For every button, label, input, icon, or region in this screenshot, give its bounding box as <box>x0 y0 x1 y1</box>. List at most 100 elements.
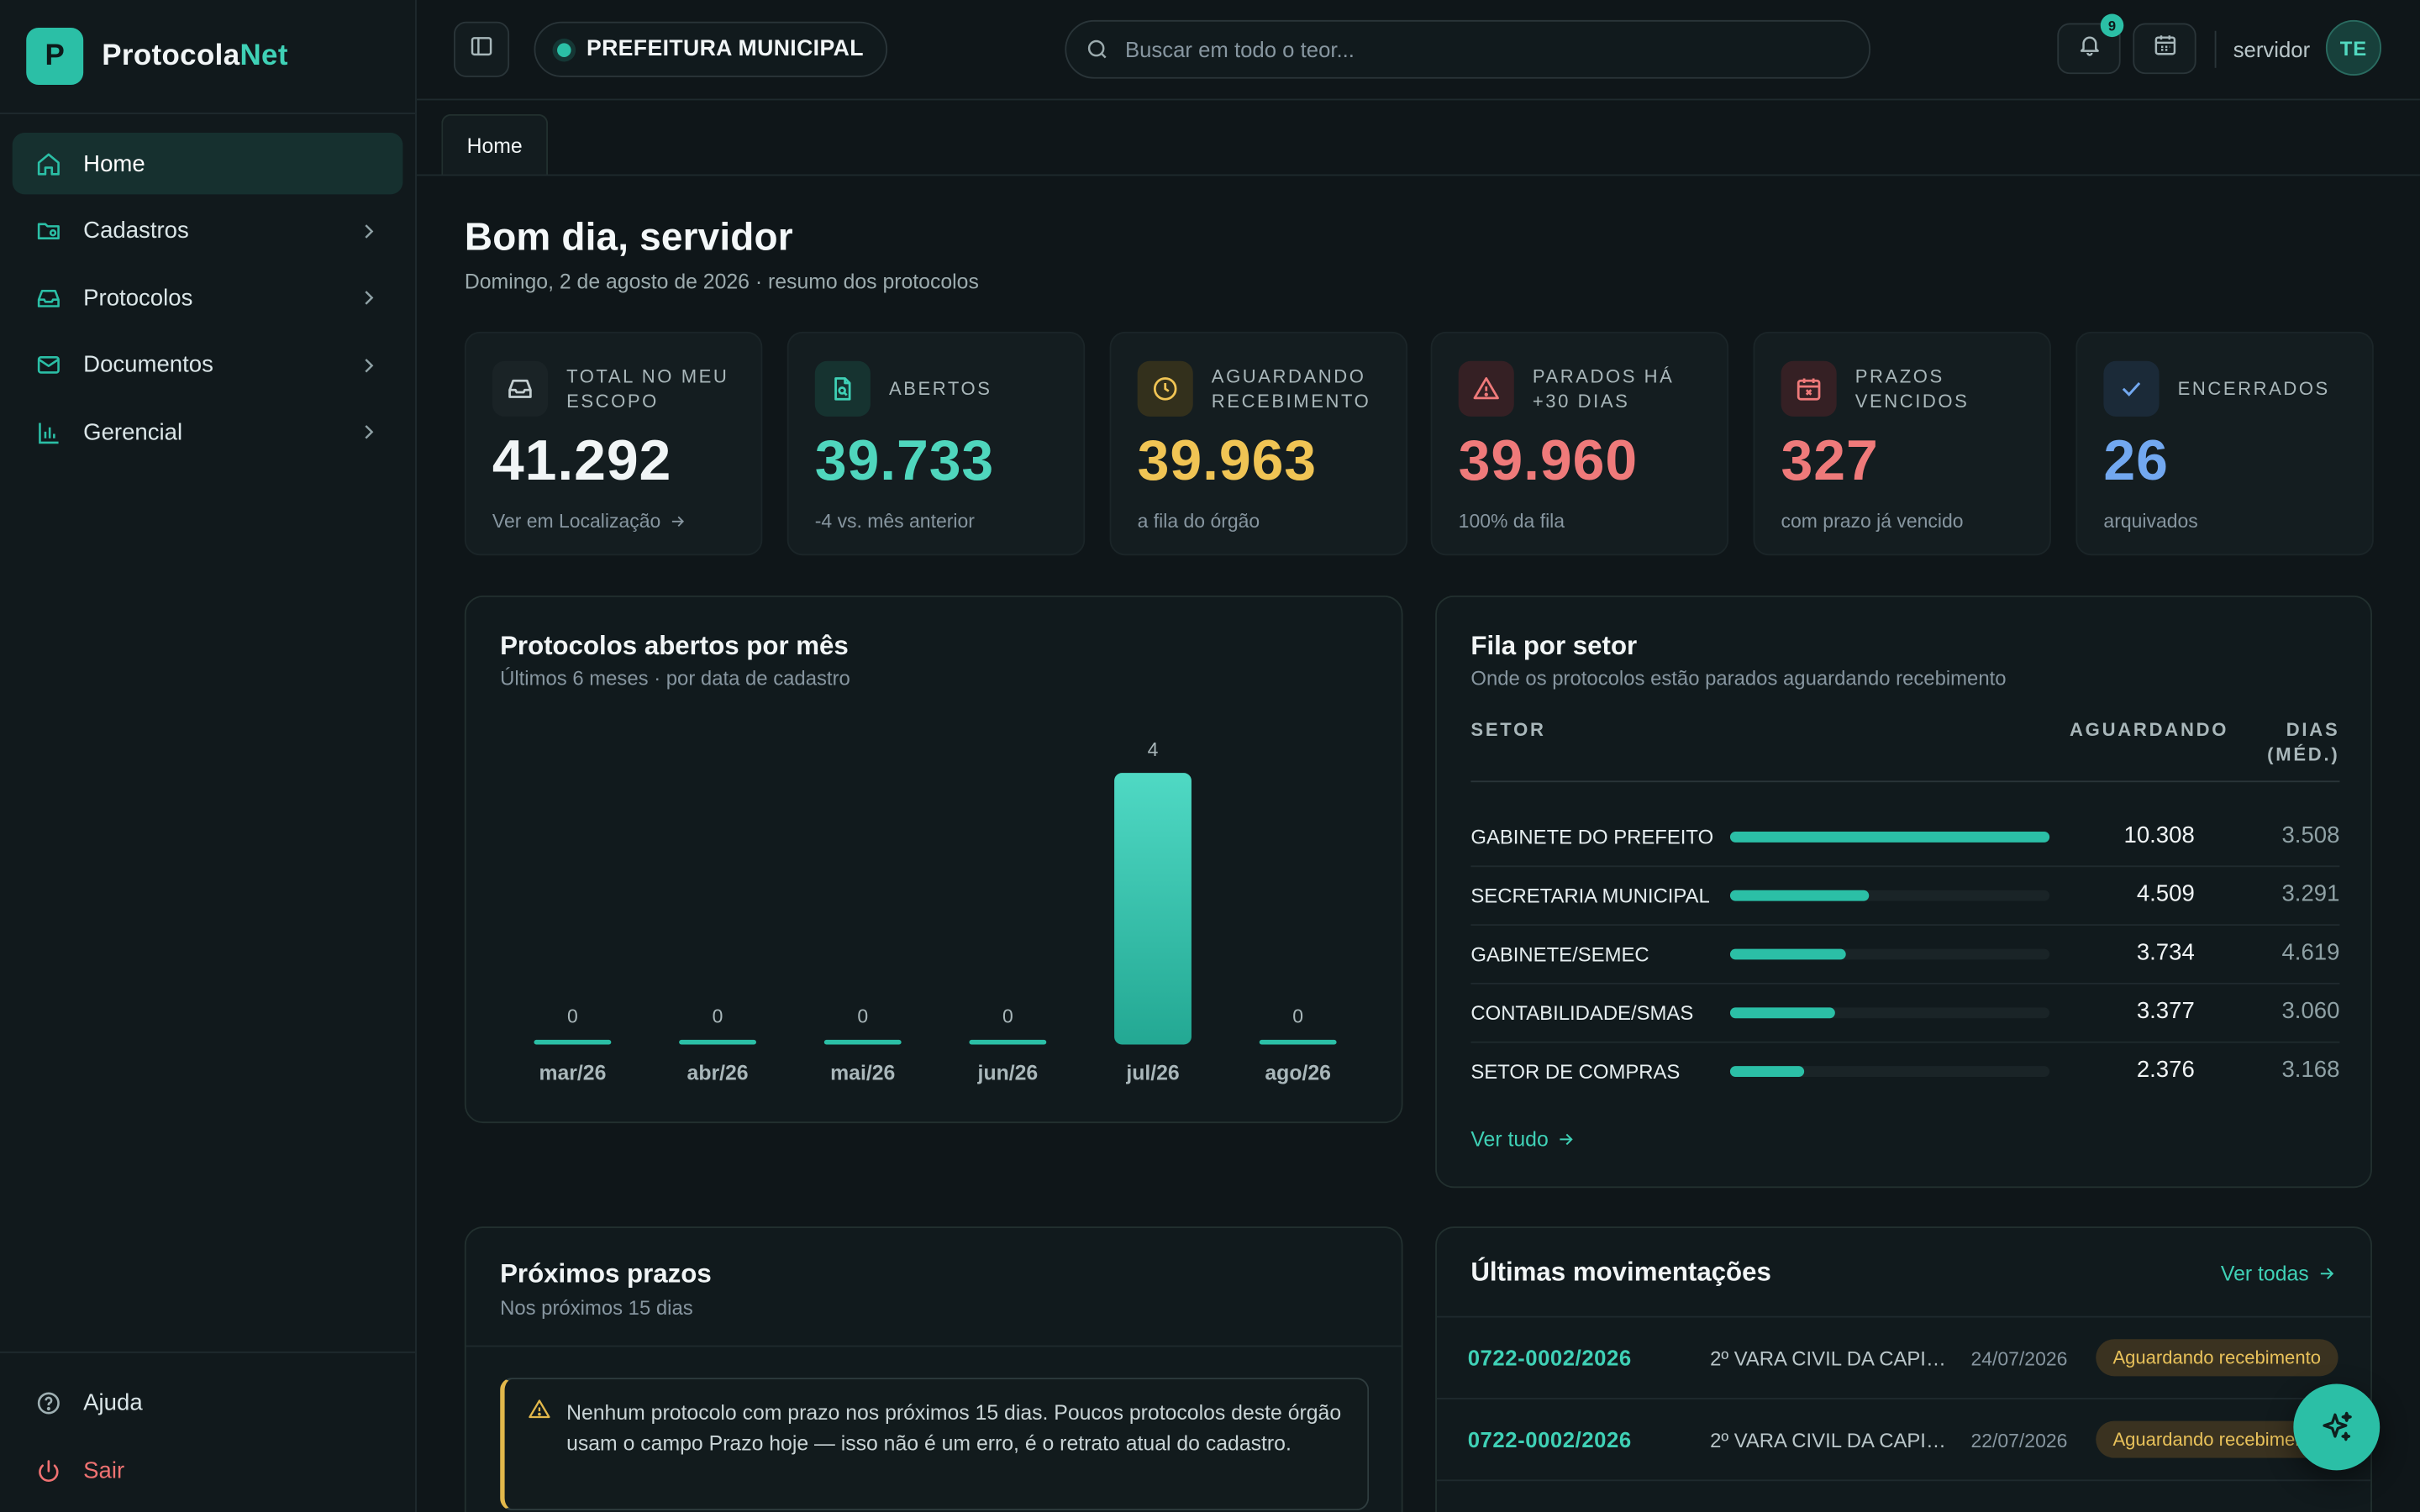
protocol-number[interactable]: 0722-0002/2026 <box>1467 1426 1632 1452</box>
user-name[interactable]: servidor <box>2233 37 2311 62</box>
table-row[interactable]: SETOR DE COMPRAS 2.376 3.168 <box>1470 1042 2339 1100</box>
table-row[interactable]: GABINETE/SEMEC 3.734 4.619 <box>1470 924 2340 984</box>
sidebar-footer: Ajuda Sair <box>0 1351 416 1508</box>
warning-icon <box>528 1398 551 1429</box>
chart-bar-jul/26[interactable] <box>1114 773 1192 1045</box>
sidebar-item-gerencial[interactable]: Gerencial <box>13 402 403 463</box>
queue-card: Fila por setor Onde os protocolos estão … <box>1435 595 2373 1189</box>
view-all-movements-link[interactable]: Ver todas <box>2221 1262 2337 1285</box>
table-row[interactable]: GABINETE DO PREFEITO 10.308 3.508 <box>1470 807 2340 868</box>
movement-org: 2º VARA CIVIL DA CAPITAL <box>1710 1347 1949 1370</box>
table-row[interactable]: CONTABILIDADE/SMAS 3.377 3.060 <box>1470 983 2340 1043</box>
calendar-button[interactable] <box>2133 23 2196 75</box>
kpi-link[interactable]: Ver em Localização <box>492 511 687 533</box>
kpi-value: 327 <box>1781 428 1879 492</box>
sidebar-item-label: Protocolos <box>83 285 193 312</box>
protocol-number[interactable]: 0722-0002/2026 <box>1467 1345 1632 1370</box>
assistant-fab-button[interactable] <box>2293 1383 2381 1471</box>
notifications-button[interactable]: 9 <box>2057 13 2124 75</box>
table-row[interactable]: SECRETARIA MUNICIPAL 4.509 3.291 <box>1470 865 2340 927</box>
sidebar-item-documentos[interactable]: Documentos <box>13 334 403 396</box>
chart-bar-mai/26[interactable] <box>823 1039 902 1045</box>
movement-org: 2º VARA CIVIL DA CAPITAL <box>1710 1428 1949 1452</box>
aguardando-value: 4.509 <box>2136 880 2195 907</box>
sidebar-item-cadastros[interactable]: Cadastros <box>13 200 403 261</box>
sidebar-toggle-button[interactable] <box>453 21 510 77</box>
topbar: PREFEITURA MUNICIPAL 9 servidor TE <box>416 0 2420 101</box>
chart-data-label: 4 <box>1148 738 1159 760</box>
avatar[interactable]: TE <box>2325 19 2382 76</box>
progress-track <box>1729 1007 2050 1019</box>
chart-bar-abr/26[interactable] <box>679 1039 756 1045</box>
kpi-card-encerrados[interactable]: ENCERRADOS 26 arquivados <box>2075 331 2374 556</box>
progress-track <box>1729 890 2050 901</box>
notification-badge: 9 <box>2100 13 2124 38</box>
clock-icon <box>1137 360 1193 417</box>
kpi-sub: 100% da fila <box>1458 510 1565 533</box>
sidebar-nav: Home Cadastros Protocolos Documentos Ger… <box>0 114 415 464</box>
brand-logo: P <box>26 28 84 86</box>
progress-fill <box>1729 948 1846 960</box>
check-icon <box>2103 360 2160 417</box>
chart-tick-label: ago/26 <box>1265 1063 1331 1085</box>
kpi-card-total[interactable]: TOTAL NO MEU ESCOPO 41.292 Ver em Locali… <box>464 331 763 556</box>
brand-name-main: Protocola <box>102 39 240 72</box>
dias-value: 3.508 <box>2281 822 2340 849</box>
search-input[interactable] <box>1122 35 1807 64</box>
alert-icon <box>1458 360 1514 417</box>
kpi-sub: com prazo já vencido <box>1781 510 1964 533</box>
sidebar-item-label: Documentos <box>83 352 213 379</box>
movement-row[interactable] <box>1436 1479 2371 1512</box>
movement-row[interactable]: 0722-0002/2026 2º VARA CIVIL DA CAPITAL … <box>1436 1398 2371 1481</box>
sidebar-item-help[interactable]: Ajuda <box>13 1372 403 1433</box>
page-subtitle: Domingo, 2 de agosto de 2026 · resumo do… <box>464 270 979 293</box>
kpi-label: PARADOS HÁ +30 DIAS <box>1532 365 1675 412</box>
aguardando-value: 2.376 <box>2136 1057 2195 1084</box>
chart-bar-jun/26[interactable] <box>969 1039 1047 1045</box>
brand[interactable]: P ProtocolaNet <box>0 0 416 114</box>
movement-row[interactable]: 0722-0002/2026 2º VARA CIVIL DA CAPITAL … <box>1436 1315 2371 1399</box>
sector-name: GABINETE DO PREFEITO <box>1470 825 1714 849</box>
sidebar-item-label: Home <box>83 150 145 177</box>
divider <box>466 1345 1402 1347</box>
sidebar-item-label: Ajuda <box>83 1389 143 1416</box>
sector-name: GABINETE/SEMEC <box>1470 942 1649 966</box>
kpi-label: ABERTOS <box>888 377 992 400</box>
sector-name: SETOR DE COMPRAS <box>1470 1059 1681 1084</box>
arrow-right-icon <box>1556 1129 1576 1149</box>
progress-fill <box>1729 890 1870 901</box>
sidebar-item-logout[interactable]: Sair <box>13 1440 403 1501</box>
chart-bar-ago/26[interactable] <box>1259 1039 1337 1045</box>
sidebar-item-home[interactable]: Home <box>12 132 403 195</box>
chart-data-label: 0 <box>1292 1005 1303 1027</box>
progress-fill <box>1729 1007 1835 1019</box>
bar-chart: 0 mar/26 0 abr/26 0 mai/26 0 jun/26 4 jul/26 0 ago/… <box>534 738 1337 1085</box>
org-selector[interactable]: PREFEITURA MUNICIPAL <box>534 21 887 77</box>
sidebar-item-protocolos[interactable]: Protocolos <box>13 267 403 328</box>
card-title: Protocolos abertos por mês <box>500 631 849 661</box>
kpi-card-prazos[interactable]: PRAZOS VENCIDOS 327 com prazo já vencido <box>1753 331 2051 556</box>
mail-icon <box>34 351 61 379</box>
chart-tick-label: mar/26 <box>539 1063 606 1085</box>
kpi-card-parados[interactable]: PARADOS HÁ +30 DIAS 39.960 100% da fila <box>1430 331 1729 556</box>
sector-name: SECRETARIA MUNICIPAL <box>1470 884 1710 907</box>
kpi-value: 39.963 <box>1137 428 1318 492</box>
kpi-card-aguardando[interactable]: AGUARDANDO RECEBIMENTO 39.963 a fila do … <box>1109 331 1408 556</box>
sidebar-toggle-icon <box>469 33 493 66</box>
inbox-icon <box>492 360 549 417</box>
dias-value: 4.619 <box>2281 939 2340 966</box>
tab-home[interactable]: Home <box>441 113 549 175</box>
movement-date: 24/07/2026 <box>1970 1348 2068 1370</box>
chart-data-label: 0 <box>857 1005 868 1027</box>
card-title: Próximos prazos <box>500 1258 712 1289</box>
folder-icon <box>34 217 61 244</box>
chart-bar-mar/26[interactable] <box>534 1039 612 1045</box>
chart-tick-label: abr/26 <box>687 1063 749 1085</box>
view-all-link[interactable]: Ver tudo <box>1470 1128 1576 1151</box>
divider <box>2214 30 2217 68</box>
progress-fill <box>1729 1066 1804 1078</box>
kpi-value: 39.733 <box>814 428 995 492</box>
progress-fill <box>1729 831 2050 843</box>
arrow-right-icon <box>2317 1263 2337 1284</box>
kpi-card-abertos[interactable]: ABERTOS 39.733 -4 vs. mês anterior <box>786 331 1086 556</box>
